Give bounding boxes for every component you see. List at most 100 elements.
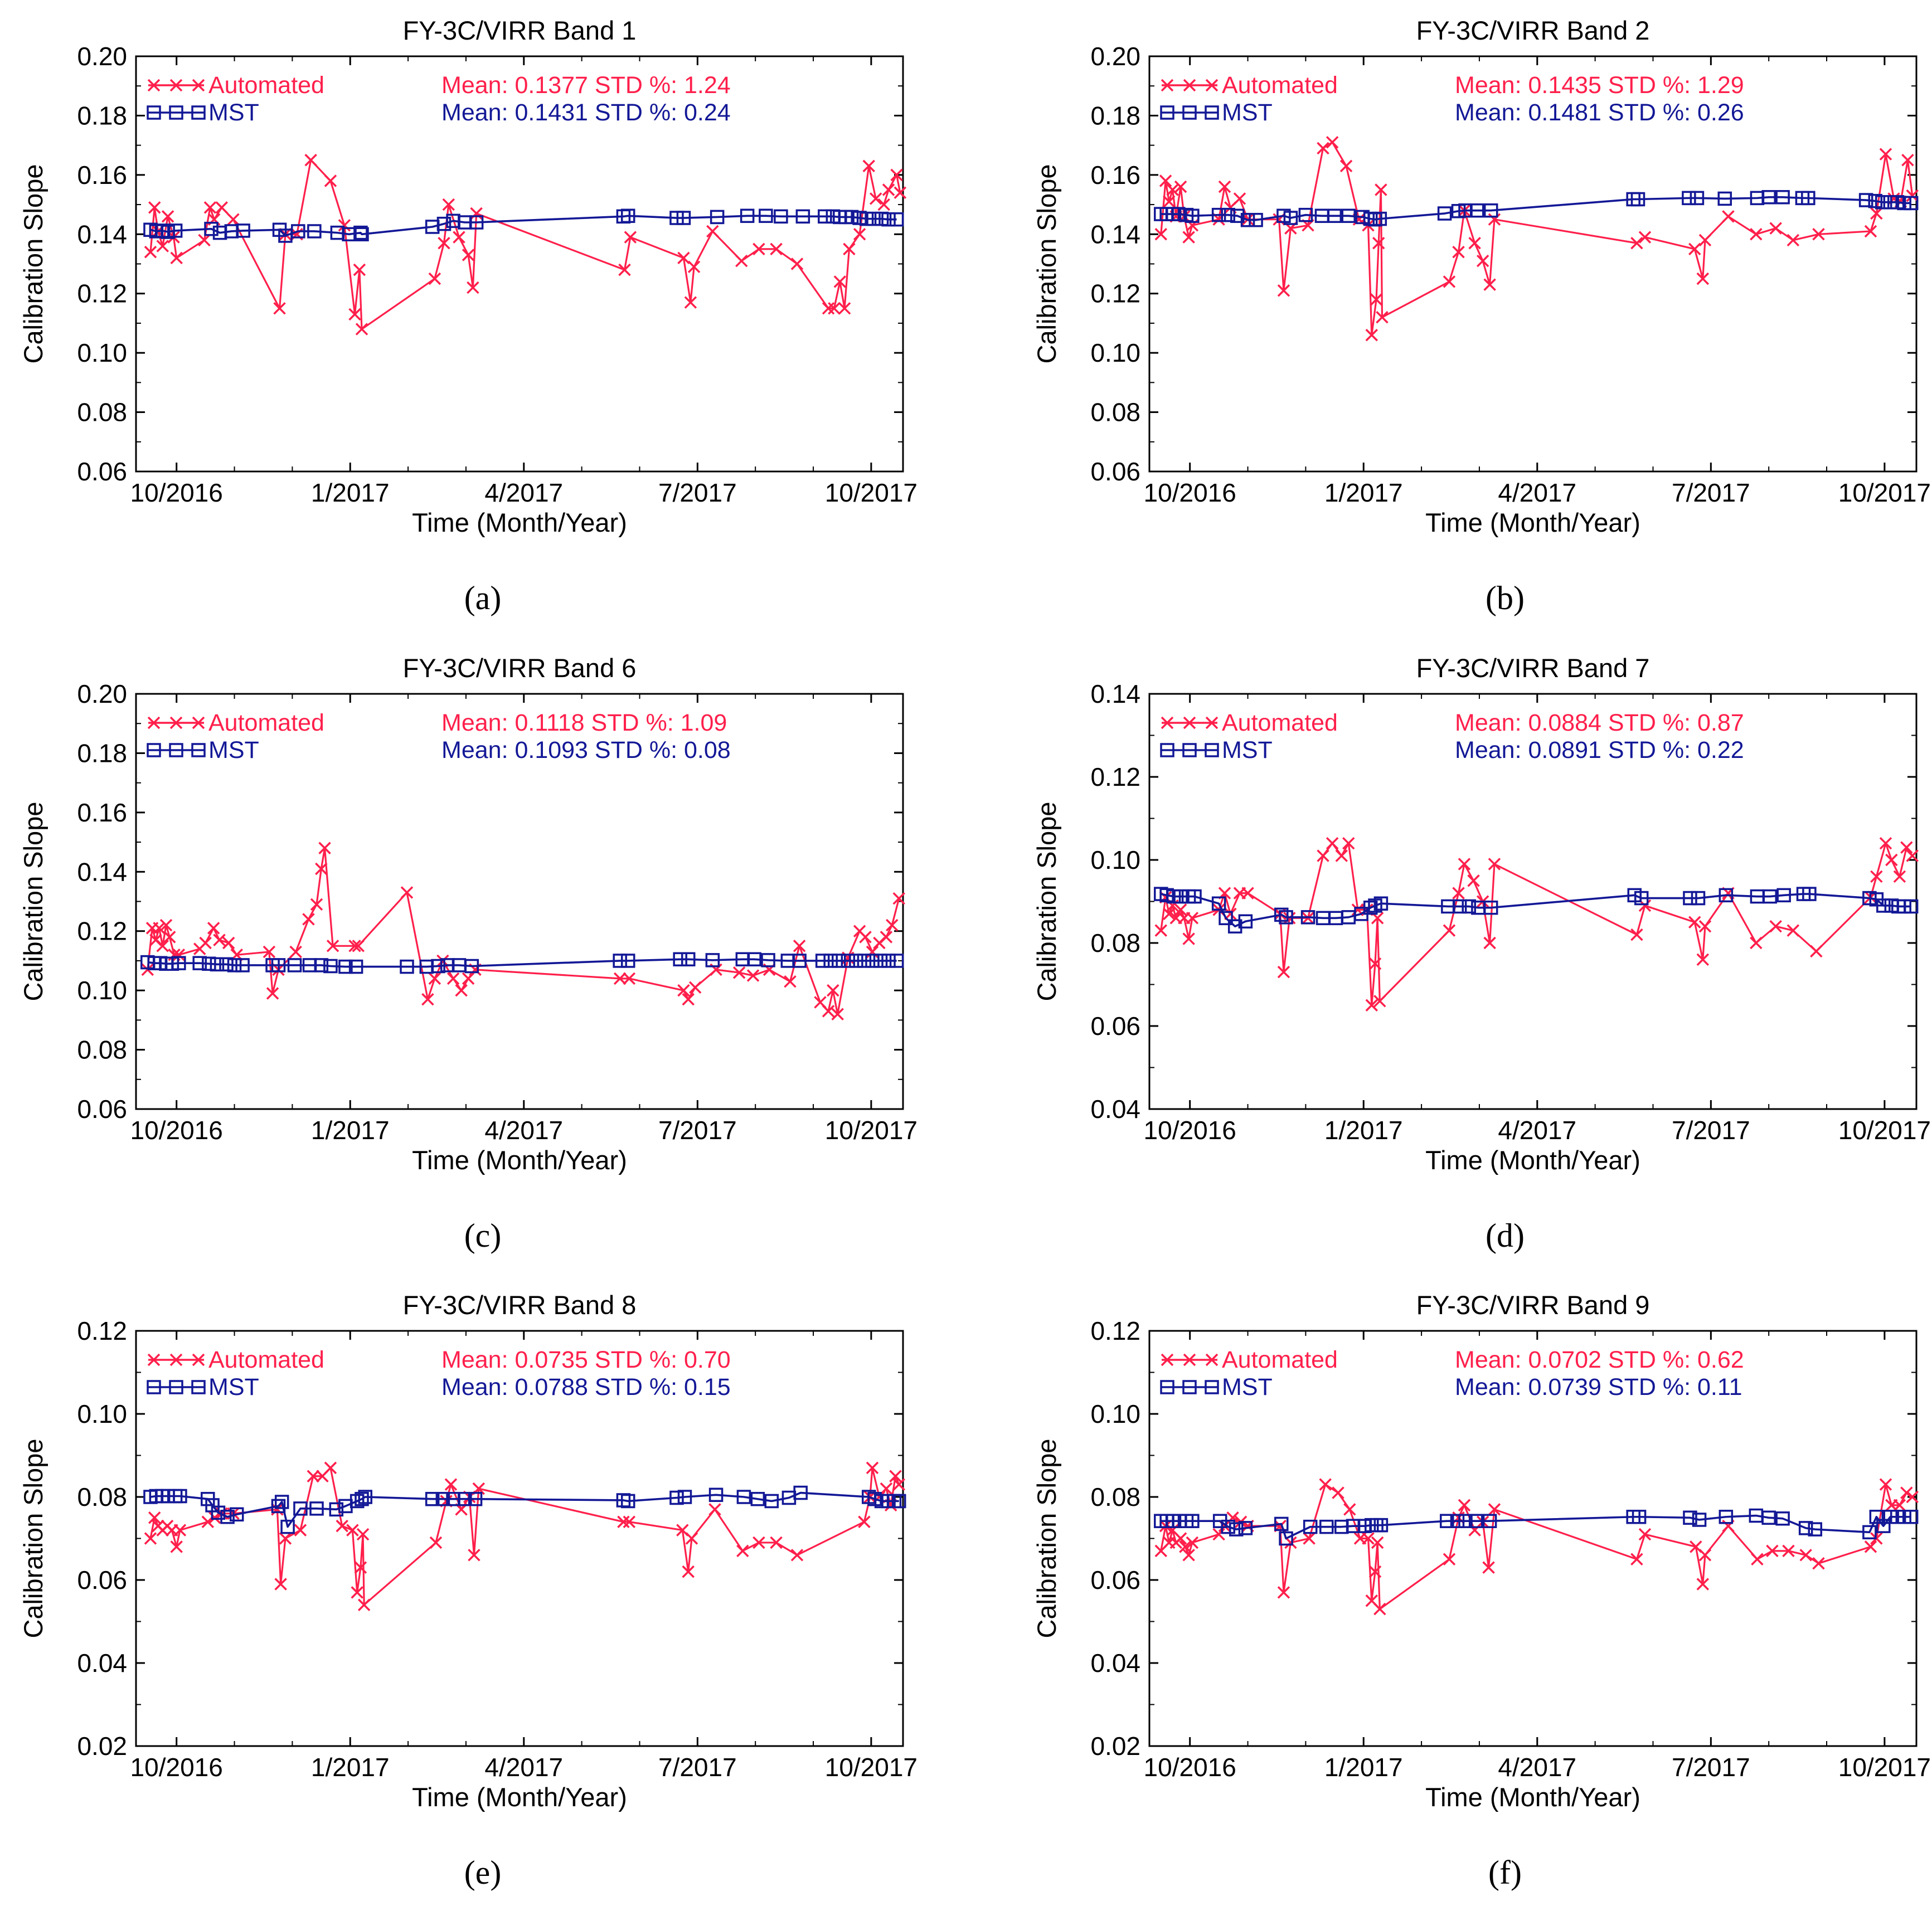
x-tick-label: 10/2016 — [1144, 1753, 1236, 1782]
legend-mst-marker — [1182, 105, 1197, 120]
automated-point — [161, 210, 174, 223]
automated-point — [858, 1515, 871, 1528]
legend-mst-marker — [1205, 105, 1219, 120]
panel-label: (b) — [1486, 580, 1525, 616]
automated-point — [706, 225, 719, 238]
automated-point — [1468, 237, 1481, 250]
automated-line — [149, 159, 901, 330]
automated-point — [1696, 272, 1710, 285]
x-axis-label: Time (Month/Year) — [1425, 1145, 1640, 1175]
x-tick-label: 10/2017 — [825, 1116, 918, 1145]
legend-mst-label: MST — [1222, 737, 1273, 764]
mst-point — [1875, 195, 1890, 210]
chart-title: FY-3C/VIRR Band 6 — [403, 653, 637, 683]
legend-mst-marker — [1205, 1380, 1219, 1394]
mst-point — [329, 1502, 344, 1517]
automated-point — [1901, 154, 1914, 167]
mst-point — [1904, 196, 1919, 211]
automated-point — [1458, 1499, 1471, 1512]
y-tick-label: 0.18 — [1090, 101, 1140, 130]
automated-point — [853, 228, 866, 241]
mst-line — [150, 215, 897, 237]
automated-point — [892, 892, 905, 905]
automated-point — [793, 940, 806, 952]
mst-point — [673, 952, 687, 967]
automated-point — [1277, 1586, 1290, 1599]
automated-point — [274, 1578, 287, 1591]
x-tick-label: 7/2017 — [658, 1753, 737, 1782]
automated-point — [207, 922, 220, 935]
automated-point — [442, 198, 455, 211]
automated-line — [1160, 842, 1914, 1007]
automated-point — [623, 972, 636, 985]
x-tick-label: 1/2017 — [1324, 1116, 1403, 1145]
stats-automated: Mean: 0.0735 STD %: 0.70 — [441, 1346, 731, 1373]
automated-point — [862, 159, 875, 173]
mst-point — [613, 954, 627, 968]
automated-point — [1241, 887, 1254, 899]
automated-point — [735, 254, 748, 268]
automated-point — [1182, 932, 1195, 945]
mst-point — [1279, 910, 1293, 925]
automated-point — [1476, 254, 1489, 268]
mst-point — [307, 224, 322, 239]
mst-point — [1634, 891, 1649, 906]
x-tick-label: 4/2017 — [1498, 1116, 1576, 1145]
automated-point — [348, 308, 361, 321]
legend-automated-label: Automated — [1222, 72, 1338, 99]
automated-point — [462, 972, 475, 985]
automated-point — [304, 154, 317, 167]
y-tick-label: 0.10 — [1090, 338, 1140, 367]
mst-line — [147, 958, 897, 968]
automated-point — [1342, 837, 1355, 850]
automated-point — [880, 1482, 893, 1495]
mst-point — [358, 1490, 372, 1504]
x-tick-label: 4/2017 — [484, 1116, 563, 1145]
automated-point — [890, 168, 903, 182]
automated-point — [1326, 837, 1339, 850]
automated-point — [148, 201, 161, 214]
stats-mst: Mean: 0.0788 STD %: 0.15 — [441, 1374, 731, 1401]
automated-point — [617, 1515, 630, 1528]
automated-line — [147, 847, 900, 1015]
automated-point — [828, 302, 841, 315]
mst-point — [1719, 1510, 1734, 1524]
automated-point — [1688, 916, 1701, 928]
automated-point — [307, 1470, 320, 1482]
automated-point — [1443, 924, 1456, 937]
x-tick-label: 10/2016 — [130, 1116, 223, 1145]
x-tick-label: 1/2017 — [311, 1753, 390, 1782]
mst-point — [881, 212, 896, 227]
automated-point — [227, 213, 240, 226]
mst-line — [1161, 1514, 1911, 1540]
mst-point — [1682, 191, 1696, 206]
mst-point — [1776, 888, 1791, 903]
mst-point — [1274, 1516, 1289, 1531]
mst-point — [1450, 1514, 1465, 1528]
automated-point — [1154, 228, 1168, 241]
mst-point — [168, 223, 183, 238]
mst-point — [793, 1485, 808, 1500]
mst-point — [1227, 919, 1242, 933]
mst-point — [353, 225, 368, 240]
automated-point — [1467, 874, 1480, 887]
mst-point — [202, 956, 216, 971]
automated-point — [1906, 849, 1919, 862]
automated-point — [1630, 1553, 1643, 1565]
automated-point — [1277, 284, 1290, 297]
legend-mst-marker — [147, 105, 161, 120]
automated-point — [203, 201, 217, 214]
x-tick-label: 10/2017 — [1838, 1116, 1931, 1145]
chart-panel-4: FY-3C/VIRR Band 7 0.04 0.06 0.08 0.10 0.12 0.1… — [1032, 653, 1931, 1254]
x-axis-label: Time (Month/Year) — [412, 1145, 627, 1175]
mst-point — [1185, 208, 1200, 223]
y-axis-label: Calibration Slope — [1032, 802, 1061, 1001]
stats-mst: Mean: 0.1093 STD %: 0.08 — [441, 737, 731, 764]
y-tick-label: 0.04 — [1090, 1649, 1140, 1678]
legend-mst-marker — [191, 1380, 206, 1394]
mst-point — [1298, 207, 1313, 222]
chart-panel-2: FY-3C/VIRR Band 2 0.06 0.08 0.10 0.12 0.14 0.1… — [1032, 16, 1931, 616]
automated-point — [892, 1478, 905, 1491]
y-axis-label: Calibration Slope — [1032, 164, 1061, 364]
